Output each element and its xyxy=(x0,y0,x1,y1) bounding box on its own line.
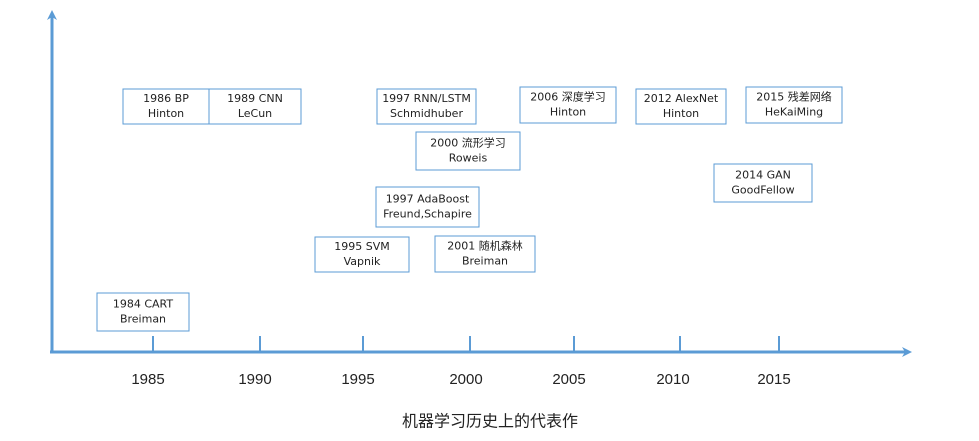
event-label: LeCun xyxy=(238,107,272,120)
event-box xyxy=(375,186,480,228)
event-label: 2001 随机森林 xyxy=(447,239,523,253)
tick-label: 1990 xyxy=(238,371,271,388)
event-label: 2015 残差网络 xyxy=(756,90,832,104)
event-label: 1997 AdaBoost xyxy=(386,193,470,206)
event-box xyxy=(376,88,477,125)
event-label: Hinton xyxy=(663,107,699,120)
event-box xyxy=(745,86,843,124)
tick-label: 2010 xyxy=(656,371,689,388)
event-label: Freund,Schapire xyxy=(383,208,472,221)
tick-label: 2005 xyxy=(552,371,585,388)
event-box xyxy=(434,235,536,273)
caption: 机器学习历史上的代表作 xyxy=(402,412,578,431)
event-label: 1995 SVM xyxy=(334,240,390,253)
tick-label: 1985 xyxy=(131,371,164,388)
event-box xyxy=(314,236,410,273)
event-label: 1997 RNN/LSTM xyxy=(382,92,471,105)
tick-label: 2015 xyxy=(757,371,790,388)
event-label: Breiman xyxy=(120,313,166,326)
event-label: 2006 深度学习 xyxy=(530,90,606,104)
event-box xyxy=(519,86,617,124)
event-label: 2014 GAN xyxy=(735,169,791,182)
event-label: Schmidhuber xyxy=(390,107,463,120)
event-label: 2012 AlexNet xyxy=(644,92,719,105)
event-box xyxy=(713,163,813,203)
event-box xyxy=(208,88,302,125)
event-label: 1989 CNN xyxy=(227,92,283,105)
event-label: 1986 BP xyxy=(143,92,189,105)
event-label: HeKaiMing xyxy=(765,106,823,119)
event-label: 1984 CART xyxy=(113,298,174,311)
event-label: Vapnik xyxy=(344,255,381,268)
tick-label: 1995 xyxy=(341,371,374,388)
event-label: Hinton xyxy=(148,107,184,120)
event-box xyxy=(96,292,190,332)
event-label: Roweis xyxy=(449,152,488,165)
event-label: 2000 流形学习 xyxy=(430,136,506,150)
event-box xyxy=(415,131,521,171)
event-label: GoodFellow xyxy=(731,184,794,197)
event-label: Hinton xyxy=(550,106,586,119)
event-box xyxy=(635,88,727,125)
event-label: Breiman xyxy=(462,255,508,268)
tick-label: 2000 xyxy=(449,371,482,388)
